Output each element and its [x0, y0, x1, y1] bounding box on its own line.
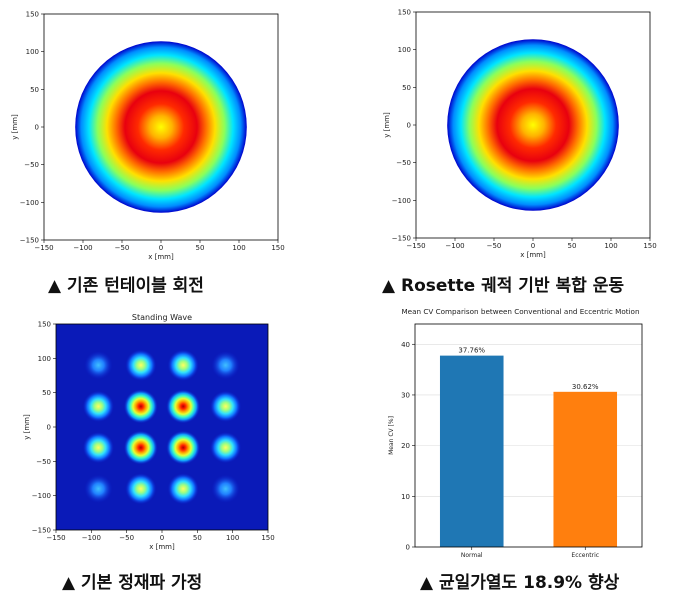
cv-xtick-label: Eccentric [571, 552, 599, 559]
turntable-ylabel: y [mm] [11, 114, 19, 140]
rosette-heatmap: −150 −100 −50 0 50 100 150 −150 −100 −50 0 50 100 150… [383, 9, 657, 260]
rosette-xtick-label: −50 [487, 242, 502, 250]
standing-wave-ylabel: y [mm] [23, 414, 31, 440]
standing-wave-antinode [125, 349, 157, 381]
standing-wave-panel: −150 −100 −50 0 50 100 150 −150 −100 −50 0 50 100 150… [20, 300, 280, 560]
caption-rosette: ▲ Rosette 궤적 기반 복합 운동 [382, 276, 624, 296]
standing-wave-antinode [84, 351, 113, 380]
cv-title: Mean CV Comparison between Conventional … [401, 307, 639, 316]
rosette-xtick-label: 50 [568, 242, 577, 250]
standing-wave-heatmap: −150 −100 −50 0 50 100 150 −150 −100 −50 0 50 100 150… [23, 313, 275, 551]
cv-ytick-label: 40 [401, 341, 410, 349]
turntable-ytick-label: −100 [20, 199, 39, 207]
rosette-ytick-label: −100 [392, 197, 411, 205]
standing-wave-xtick-label: −150 [46, 534, 65, 542]
cv-xtick-label: Normal [461, 552, 483, 559]
standing-wave-ytick-label: 100 [38, 355, 51, 363]
cv-ytick-label: 10 [401, 493, 410, 501]
standing-wave-xtick-label: −50 [119, 534, 134, 542]
rosette-ytick-label: −50 [396, 159, 411, 167]
cv-ylabel: Mean CV [%] [388, 416, 395, 455]
cv-frame [414, 323, 643, 548]
turntable-heat-disk [75, 41, 247, 213]
cv-bar-normal [439, 355, 504, 547]
standing-wave-antinode [125, 473, 157, 505]
turntable-xtick-label: 150 [271, 244, 284, 252]
rosette-xtick-label: 150 [643, 242, 656, 250]
rosette-heat-disk [447, 39, 619, 211]
turntable-heatmap: −150 −100 −50 0 50 100 150 −150 −100 −50 0 50 100 150… [11, 11, 285, 262]
standing-wave-xtick-label: 0 [160, 534, 164, 542]
rosette-xtick-label: 0 [531, 242, 535, 250]
rosette-ytick-label: −150 [392, 235, 411, 243]
standing-wave-antinode [82, 432, 114, 464]
rosette-xtick-label: 100 [604, 242, 617, 250]
turntable-xlabel: x [mm] [148, 253, 174, 261]
standing-wave-ytick-label: 50 [42, 389, 51, 397]
turntable-ytick-label: 100 [26, 48, 39, 56]
caption-turntable: ▲ 기존 턴테이블 회전 [48, 276, 204, 296]
turntable-xtick-label: 0 [159, 244, 163, 252]
turntable-xtick-label: 100 [232, 244, 245, 252]
cv-bar-chart: 0 10 20 30 40 37.76% Normal 30.62% Eccentric Mean… [388, 307, 643, 559]
standing-wave-ytick-label: 150 [38, 321, 51, 329]
standing-wave-ytick-label: −50 [36, 458, 51, 466]
cv-bar-chart-panel: 0 10 20 30 40 37.76% Normal 30.62% Eccentric Mean… [387, 300, 662, 562]
rosette-xlabel: x [mm] [520, 251, 546, 259]
standing-wave-antinode [166, 430, 201, 465]
turntable-ytick-label: 150 [26, 11, 39, 19]
standing-wave-antinode [211, 351, 240, 380]
rosette-ytick-label: 50 [402, 84, 411, 92]
standing-wave-antinode [166, 389, 201, 424]
turntable-heatmap-panel: −150 −100 −50 0 50 100 150 −150 −100 −50 0 50 100 150… [0, 0, 290, 270]
standing-wave-antinode [82, 390, 114, 422]
standing-wave-antinode [123, 430, 158, 465]
standing-wave-antinode [167, 349, 199, 381]
cv-ytick-label: 20 [401, 442, 410, 450]
cv-ytick-label: 30 [401, 391, 410, 399]
standing-wave-ytick-label: 0 [47, 424, 51, 432]
standing-wave-ytick-label: −100 [32, 492, 51, 500]
caption-uniformity: ▲ 균일가열도 18.9% 향상 [420, 573, 620, 593]
standing-wave-title: Standing Wave [132, 313, 192, 322]
rosette-heatmap-panel: −150 −100 −50 0 50 100 150 −150 −100 −50 0 50 100 150… [372, 0, 662, 270]
rosette-xtick-label: −150 [406, 242, 425, 250]
cv-data-label: 37.76% [458, 347, 485, 355]
standing-wave-xtick-label: 100 [226, 534, 239, 542]
rosette-ytick-label: 150 [398, 9, 411, 17]
standing-wave-antinode [210, 390, 242, 422]
standing-wave-xtick-label: −100 [82, 534, 101, 542]
turntable-xtick-label: 50 [196, 244, 205, 252]
standing-wave-background [56, 324, 268, 530]
standing-wave-xtick-label: 150 [261, 534, 274, 542]
standing-wave-antinode [167, 473, 199, 505]
turntable-xtick-label: −150 [34, 244, 53, 252]
cv-bar-eccentric [553, 391, 618, 547]
standing-wave-xtick-label: 50 [193, 534, 202, 542]
rosette-ytick-label: 0 [407, 122, 411, 130]
standing-wave-antinode [123, 389, 158, 424]
cv-data-label: 30.62% [572, 383, 599, 391]
caption-standing-wave: ▲ 기본 정재파 가정 [62, 573, 203, 593]
turntable-xtick-label: −50 [115, 244, 130, 252]
cv-ytick-label: 0 [406, 544, 410, 552]
turntable-ytick-label: −50 [24, 161, 39, 169]
rosette-xtick-label: −100 [445, 242, 464, 250]
standing-wave-xlabel: x [mm] [149, 543, 175, 551]
turntable-ytick-label: 0 [35, 124, 39, 132]
standing-wave-antinode [84, 474, 113, 503]
rosette-ytick-label: 100 [398, 46, 411, 54]
standing-wave-ytick-label: −150 [32, 527, 51, 535]
standing-wave-antinode [210, 432, 242, 464]
rosette-ylabel: y [mm] [383, 112, 391, 138]
turntable-ytick-label: 50 [30, 86, 39, 94]
standing-wave-antinode [211, 474, 240, 503]
turntable-xtick-label: −100 [73, 244, 92, 252]
turntable-ytick-label: −150 [20, 237, 39, 245]
